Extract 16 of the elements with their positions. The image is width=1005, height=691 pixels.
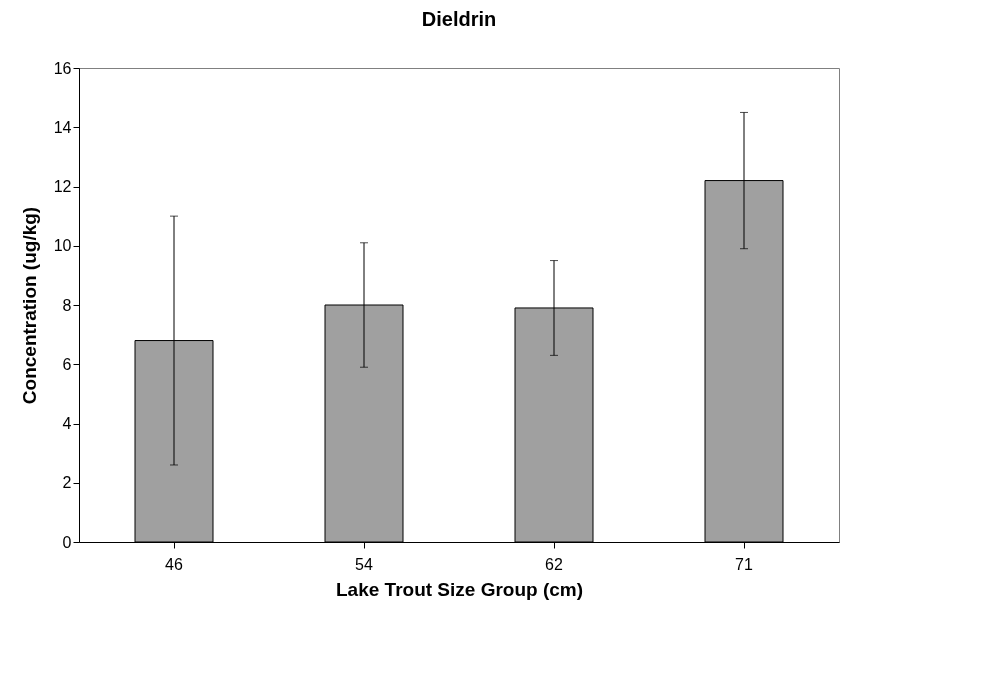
x-tick-label: 46 (165, 555, 183, 573)
y-tick-label: 10 (53, 237, 72, 255)
y-tick-label: 6 (62, 355, 72, 373)
y-tick-label: 16 (53, 59, 72, 77)
y-tick-label: 14 (53, 118, 72, 136)
x-tick-label: 54 (355, 555, 373, 573)
y-tick-label: 0 (62, 533, 72, 551)
chart-title: Dieldrin (421, 8, 497, 30)
y-tick-label: 2 (62, 474, 72, 492)
y-tick-label: 8 (62, 296, 72, 314)
x-tick-label: 62 (545, 555, 563, 573)
x-tick-label: 71 (735, 555, 753, 573)
y-tick-label: 4 (62, 415, 72, 432)
x-axis-title: Lake Trout Size Group (cm) (335, 578, 584, 600)
y-axis-title: Concentration (ug/kg) (18, 206, 40, 405)
y-tick-label: 12 (53, 178, 72, 195)
